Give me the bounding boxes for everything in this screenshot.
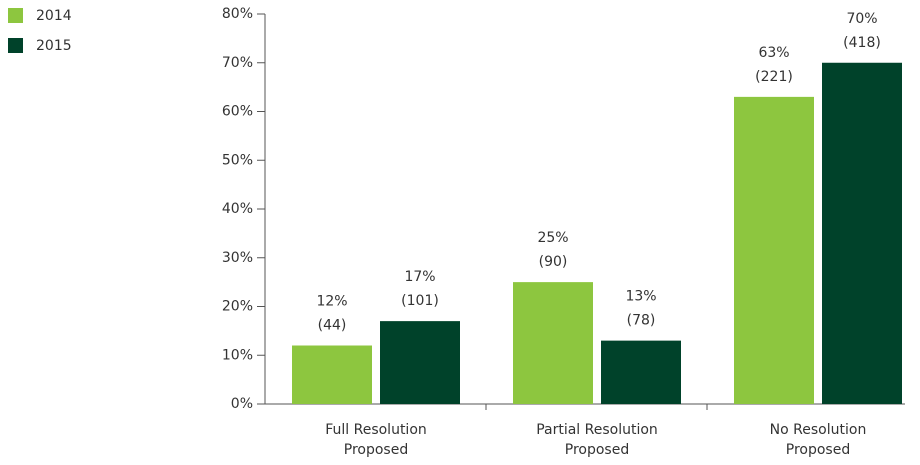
bar xyxy=(513,282,593,404)
y-tick-label: 50% xyxy=(222,152,253,168)
value-label: 13% xyxy=(625,289,656,305)
x-tick-label: Partial Resolution Proposed xyxy=(536,422,658,458)
y-tick-label: 10% xyxy=(222,347,253,363)
x-tick-label: Full Resolution Proposed xyxy=(325,422,427,458)
count-label: (78) xyxy=(627,313,656,329)
count-label: (44) xyxy=(318,318,347,334)
bar xyxy=(292,345,372,404)
y-tick-label: 40% xyxy=(222,201,253,217)
y-tick-label: 60% xyxy=(222,104,253,120)
count-label: (101) xyxy=(401,293,439,309)
bar xyxy=(601,340,681,404)
bar xyxy=(734,96,814,404)
count-label: (90) xyxy=(539,254,568,270)
value-label: 12% xyxy=(316,294,347,310)
y-tick-label: 30% xyxy=(222,250,253,266)
legend-swatch xyxy=(8,38,23,53)
legend-label: 2015 xyxy=(36,38,72,54)
value-label: 25% xyxy=(537,230,568,246)
count-label: (221) xyxy=(755,69,793,85)
y-tick-label: 80% xyxy=(222,6,253,22)
y-tick-label: 20% xyxy=(222,299,253,315)
bar xyxy=(380,321,460,404)
value-label: 63% xyxy=(758,45,789,61)
value-label: 70% xyxy=(846,11,877,27)
x-tick-label: No Resolution Proposed xyxy=(770,422,867,458)
bar xyxy=(822,62,902,404)
y-tick-label: 70% xyxy=(222,55,253,71)
count-label: (418) xyxy=(843,35,881,51)
y-tick-label: 0% xyxy=(231,396,253,412)
legend-label: 2014 xyxy=(36,8,72,24)
value-label: 17% xyxy=(404,269,435,285)
legend-swatch xyxy=(8,8,23,23)
